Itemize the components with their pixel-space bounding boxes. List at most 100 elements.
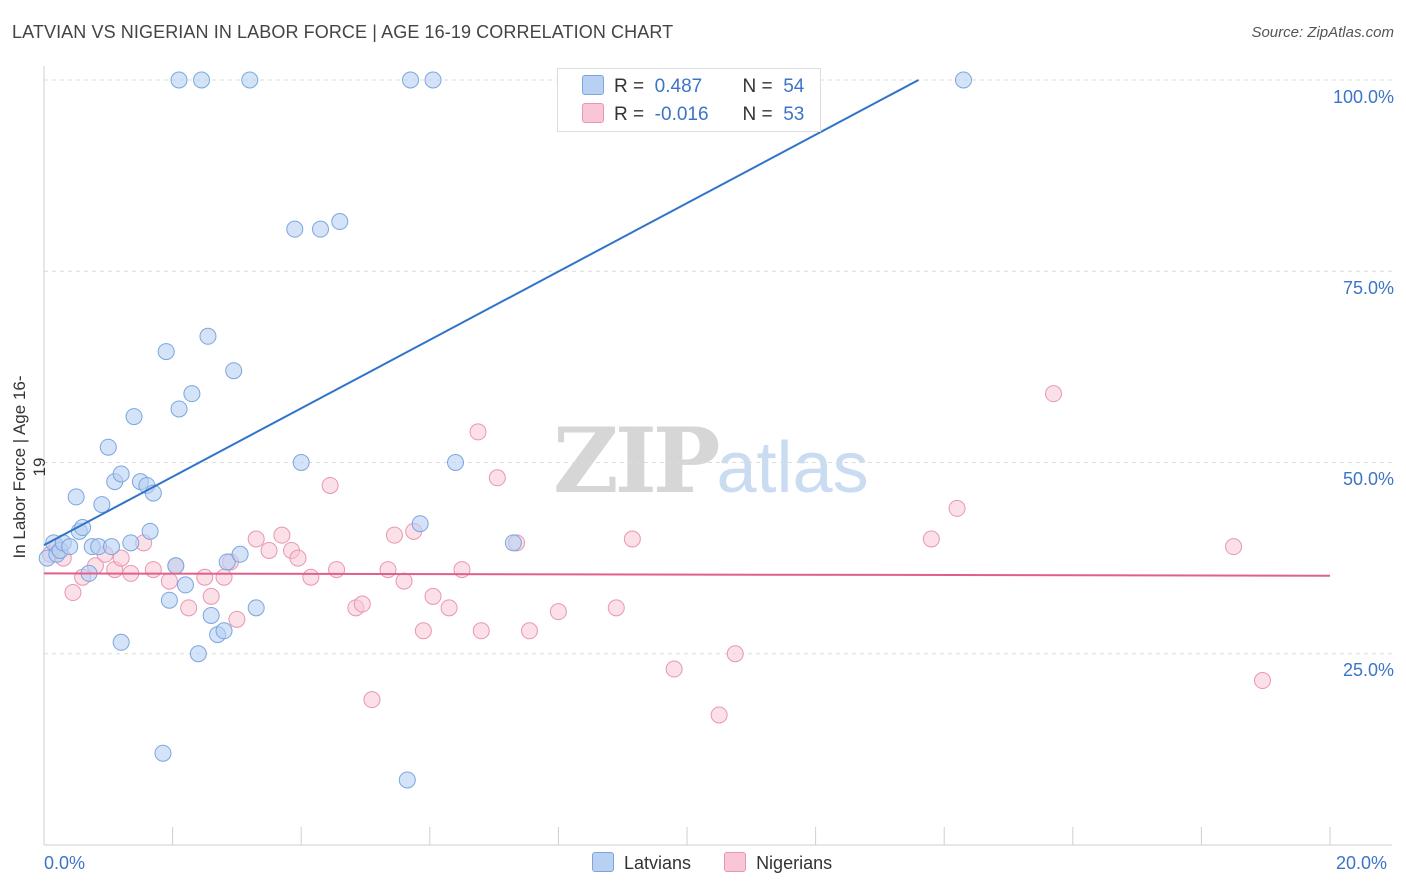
nigerian-point — [395, 572, 413, 590]
latvian-point — [199, 327, 217, 345]
nigerian-point — [160, 572, 178, 590]
latvian-point — [504, 534, 522, 552]
nigerian-point — [260, 541, 278, 559]
gridlines — [44, 79, 1392, 655]
latvian-point — [189, 645, 207, 663]
legend-label-latvians: Latvians — [624, 853, 692, 873]
axes — [43, 66, 1392, 846]
latvian-point — [112, 633, 130, 651]
latvian-point — [183, 385, 201, 403]
latvian-point — [398, 771, 416, 789]
latvian-point — [225, 362, 243, 380]
nigerian-point — [321, 476, 339, 494]
latvian-point — [170, 400, 188, 418]
latvian-point — [411, 515, 429, 533]
nigerian-point — [289, 549, 307, 567]
source-label: Source: ZipAtlas.com — [1251, 24, 1394, 41]
latvian-point — [286, 220, 304, 238]
latvian-point — [157, 343, 175, 361]
latvian-point — [112, 465, 130, 483]
nigerian-point — [202, 587, 220, 605]
latvian-point — [331, 213, 349, 231]
y-tick-label: 75.0% — [1342, 278, 1394, 298]
y-tick-label: 25.0% — [1342, 660, 1394, 680]
nigerian-point — [363, 691, 381, 709]
trend-lines — [43, 79, 1331, 577]
nigerian-point — [488, 469, 506, 487]
latvian-point — [193, 71, 211, 89]
nigerian-point — [607, 599, 625, 617]
nigerian-point — [1045, 385, 1063, 403]
nigerian-point — [710, 706, 728, 724]
series-legend: Latvians Nigerians — [592, 852, 860, 874]
nigerian-point — [379, 561, 397, 579]
latvian-point — [311, 220, 329, 238]
latvian-point — [122, 534, 140, 552]
nigerian-point — [228, 610, 246, 628]
r-label: R = — [614, 104, 645, 125]
nigerian-point — [414, 622, 432, 640]
nigerian-point — [922, 530, 940, 548]
latvian-trend-line — [43, 79, 919, 547]
watermark-zip: ZIP — [553, 408, 720, 514]
nigerian-point — [440, 599, 458, 617]
n-label: N = — [742, 104, 773, 125]
latvian-point — [170, 71, 188, 89]
nigerian-point — [1225, 538, 1243, 556]
chart-title: LATVIAN VS NIGERIAN IN LABOR FORCE | AGE… — [12, 22, 674, 42]
nigerian-point — [520, 622, 538, 640]
latvian-point — [154, 744, 172, 762]
r-value-latvians: 0.487 — [654, 76, 703, 97]
latvian-swatch — [592, 852, 614, 872]
watermark: ZIPatlas — [553, 408, 869, 514]
nigerian-point — [623, 530, 641, 548]
correlation-legend: R = 0.487 N = 54 R = -0.016 N = 53 — [557, 68, 821, 132]
r-label: R = — [614, 76, 645, 97]
legend-row-nigerians: R = -0.016 N = 53 — [582, 103, 804, 126]
watermark-atlas: atlas — [716, 428, 869, 508]
y-axis-title: In Labor Force | Age 16-19 — [10, 375, 49, 559]
nigerian-point — [424, 587, 442, 605]
nigerian-point — [726, 645, 744, 663]
nigerian-point — [453, 561, 471, 579]
legend-item-latvians[interactable]: Latvians — [592, 852, 691, 874]
latvian-swatch — [582, 75, 604, 95]
latvian-point — [447, 454, 465, 471]
nigerian-trend-line — [43, 572, 1331, 577]
nigerian-point — [64, 584, 82, 602]
latvian-point — [61, 538, 79, 556]
legend-item-nigerians[interactable]: Nigerians — [724, 852, 832, 874]
y-tick-label: 100.0% — [1332, 87, 1394, 107]
nigerian-point — [215, 568, 233, 586]
latvian-point — [231, 545, 249, 563]
nigerian-point — [328, 561, 346, 579]
latvian-point — [424, 71, 442, 89]
latvian-point — [218, 553, 236, 571]
nigerian-point — [144, 561, 162, 579]
nigerian-point — [385, 526, 403, 544]
y-tick-label: 50.0% — [1342, 469, 1394, 489]
latvian-point — [160, 591, 178, 609]
nigerian-swatch — [724, 852, 747, 872]
latvian-point — [167, 557, 185, 575]
n-value-nigerians: 53 — [783, 104, 805, 125]
nigerian-point — [469, 423, 487, 441]
x-tick-label-min: 0.0% — [44, 853, 86, 873]
nigerian-point — [180, 599, 198, 617]
nigerian-point — [1253, 672, 1271, 690]
latvian-point — [247, 599, 265, 617]
x-tick-label-max: 20.0% — [1336, 853, 1388, 873]
nigerian-point — [948, 499, 966, 517]
latvian-point — [103, 538, 121, 556]
nigerian-point — [112, 549, 130, 567]
latvian-point — [241, 71, 259, 89]
nigerian-point — [665, 660, 683, 678]
nigerian-point — [247, 530, 265, 548]
latvian-point — [402, 71, 420, 89]
latvian-point — [202, 607, 220, 624]
nigerian-point — [302, 568, 320, 586]
latvian-point — [93, 496, 111, 514]
latvian-point — [215, 622, 233, 640]
latvian-point — [141, 522, 159, 540]
